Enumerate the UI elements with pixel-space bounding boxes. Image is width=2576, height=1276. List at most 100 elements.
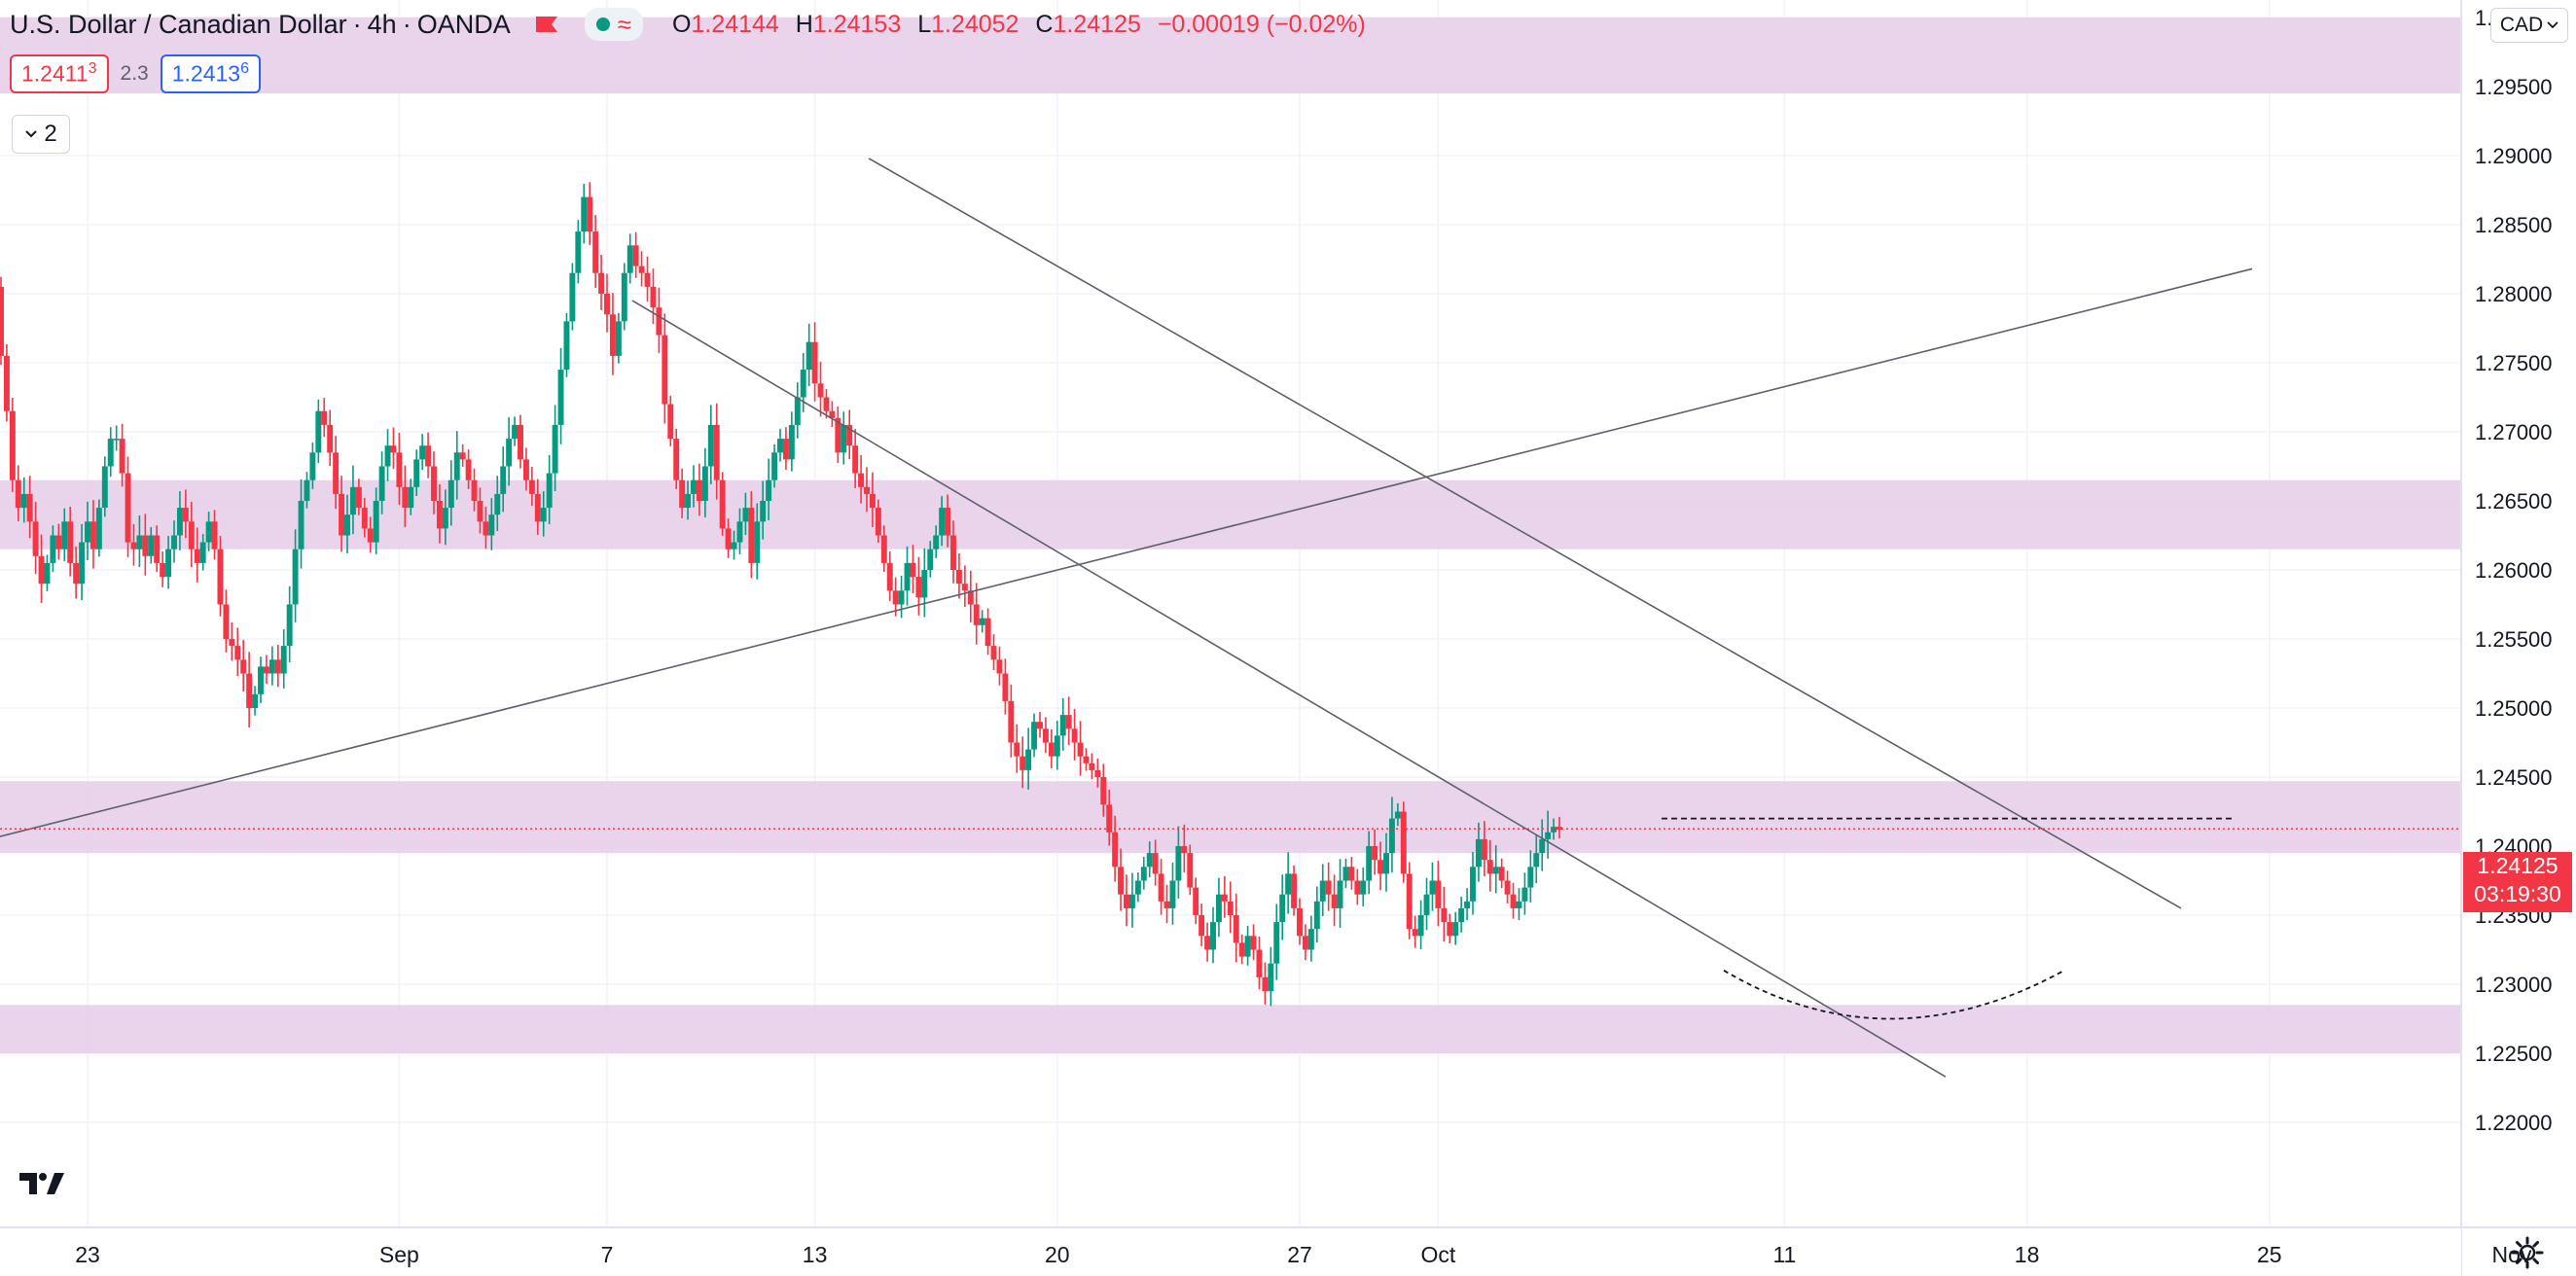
candle-body bbox=[488, 514, 495, 536]
sell-button[interactable]: 1.24113 bbox=[10, 54, 109, 93]
candle-body bbox=[1366, 846, 1373, 881]
candle-body bbox=[55, 535, 62, 549]
candle-body bbox=[892, 590, 899, 605]
candle-body bbox=[1475, 838, 1482, 868]
buy-button[interactable]: 1.24136 bbox=[160, 54, 262, 93]
candle-body bbox=[459, 452, 466, 460]
candle-body bbox=[217, 549, 224, 605]
candle-body bbox=[73, 562, 80, 585]
candle-body bbox=[246, 673, 253, 708]
channel-upper-line bbox=[868, 158, 2182, 909]
candle-body bbox=[268, 659, 275, 674]
symbol-legend[interactable]: U.S. Dollar / Canadian Dollar · 4h · OAN… bbox=[10, 8, 1366, 41]
symbol-title[interactable]: U.S. Dollar / Canadian Dollar bbox=[10, 9, 347, 39]
candle-body bbox=[748, 508, 755, 563]
candle-body bbox=[1134, 880, 1141, 895]
candle-body bbox=[413, 459, 420, 487]
candle-body bbox=[321, 410, 328, 425]
currency-button[interactable]: CAD bbox=[2490, 8, 2568, 43]
indicators-pill[interactable]: ≈ bbox=[584, 8, 644, 41]
candle-body bbox=[731, 542, 737, 549]
candle-body bbox=[1521, 887, 1528, 902]
candle-body bbox=[1158, 873, 1164, 902]
candle-body bbox=[696, 479, 702, 501]
time-tick-label: Oct bbox=[1421, 1242, 1456, 1267]
candle-body bbox=[864, 486, 870, 494]
candle-body bbox=[950, 535, 956, 570]
price-tick-label: 1.27500 bbox=[2475, 351, 2553, 375]
candle-body bbox=[1342, 867, 1349, 881]
candle-body bbox=[304, 479, 310, 501]
candle-body bbox=[817, 383, 824, 398]
candle-body bbox=[1504, 880, 1511, 895]
candle-body bbox=[188, 521, 195, 549]
candle-body bbox=[1059, 715, 1066, 736]
candle-body bbox=[315, 410, 322, 453]
candle-body bbox=[390, 445, 397, 453]
candle-body bbox=[1014, 742, 1020, 757]
candle-body bbox=[1140, 867, 1147, 881]
candle-body bbox=[1048, 742, 1055, 757]
candle-body bbox=[1221, 894, 1228, 902]
candle-body bbox=[1204, 936, 1211, 950]
candle-body bbox=[835, 417, 841, 453]
candle-body bbox=[477, 501, 483, 522]
candle-body bbox=[673, 439, 680, 480]
candle-body bbox=[1238, 942, 1245, 957]
candle-body bbox=[719, 479, 726, 529]
candle-body bbox=[1025, 749, 1032, 770]
candle-body bbox=[130, 542, 137, 549]
candle-body bbox=[898, 590, 905, 605]
price-tick-label: 1.25500 bbox=[2475, 627, 2553, 652]
candle-body bbox=[465, 459, 472, 480]
indicator-count: 2 bbox=[44, 121, 57, 147]
candle-body bbox=[915, 577, 922, 598]
candle-body bbox=[782, 439, 789, 460]
candle-body bbox=[26, 493, 33, 522]
candle-body bbox=[1435, 880, 1442, 908]
candle-body bbox=[396, 452, 403, 487]
candle-body bbox=[50, 535, 56, 563]
candle-body bbox=[494, 493, 501, 515]
candle-body bbox=[61, 521, 68, 549]
candle-body bbox=[823, 397, 830, 411]
candle-body bbox=[961, 584, 968, 591]
candle-body bbox=[1423, 894, 1430, 915]
candle-body bbox=[644, 272, 651, 287]
candle-body bbox=[1302, 936, 1308, 950]
candle-body bbox=[0, 286, 4, 356]
candle-body bbox=[1193, 887, 1199, 915]
gear-icon[interactable] bbox=[2510, 1235, 2545, 1270]
candle-body bbox=[1118, 867, 1125, 895]
candle-body bbox=[367, 528, 374, 543]
candle-body bbox=[176, 508, 183, 536]
price-tick-label: 1.29500 bbox=[2475, 75, 2553, 99]
candle-body bbox=[1175, 846, 1182, 881]
candle-body bbox=[1031, 722, 1038, 750]
candle-body bbox=[563, 321, 570, 371]
candle-body bbox=[725, 528, 732, 549]
collapse-indicators-button[interactable]: 2 bbox=[12, 115, 70, 154]
candle-body bbox=[402, 486, 409, 509]
candle-body bbox=[1383, 853, 1389, 874]
candle-body bbox=[662, 335, 668, 405]
candle-body bbox=[679, 479, 686, 509]
candles-group bbox=[0, 182, 1562, 1007]
rounded-bottom-curve bbox=[1723, 970, 2065, 1020]
tradingview-logo-icon[interactable] bbox=[18, 1167, 66, 1200]
candle-body bbox=[240, 659, 247, 674]
candle-body bbox=[1094, 769, 1101, 777]
candle-body bbox=[1020, 756, 1026, 770]
open-value: 1.24144 bbox=[691, 10, 779, 38]
candle-body bbox=[1516, 901, 1522, 908]
price-tick-label: 1.28000 bbox=[2475, 282, 2553, 306]
candle-body bbox=[1124, 894, 1129, 908]
time-tick-label: 25 bbox=[2257, 1242, 2282, 1267]
flag-icon[interactable] bbox=[534, 15, 559, 34]
candle-body bbox=[447, 479, 454, 509]
candle-body bbox=[205, 521, 212, 543]
price-tick-label: 1.22000 bbox=[2475, 1111, 2553, 1135]
interval-label[interactable]: 4h bbox=[367, 9, 397, 39]
price-tick-label: 1.25000 bbox=[2475, 696, 2553, 721]
